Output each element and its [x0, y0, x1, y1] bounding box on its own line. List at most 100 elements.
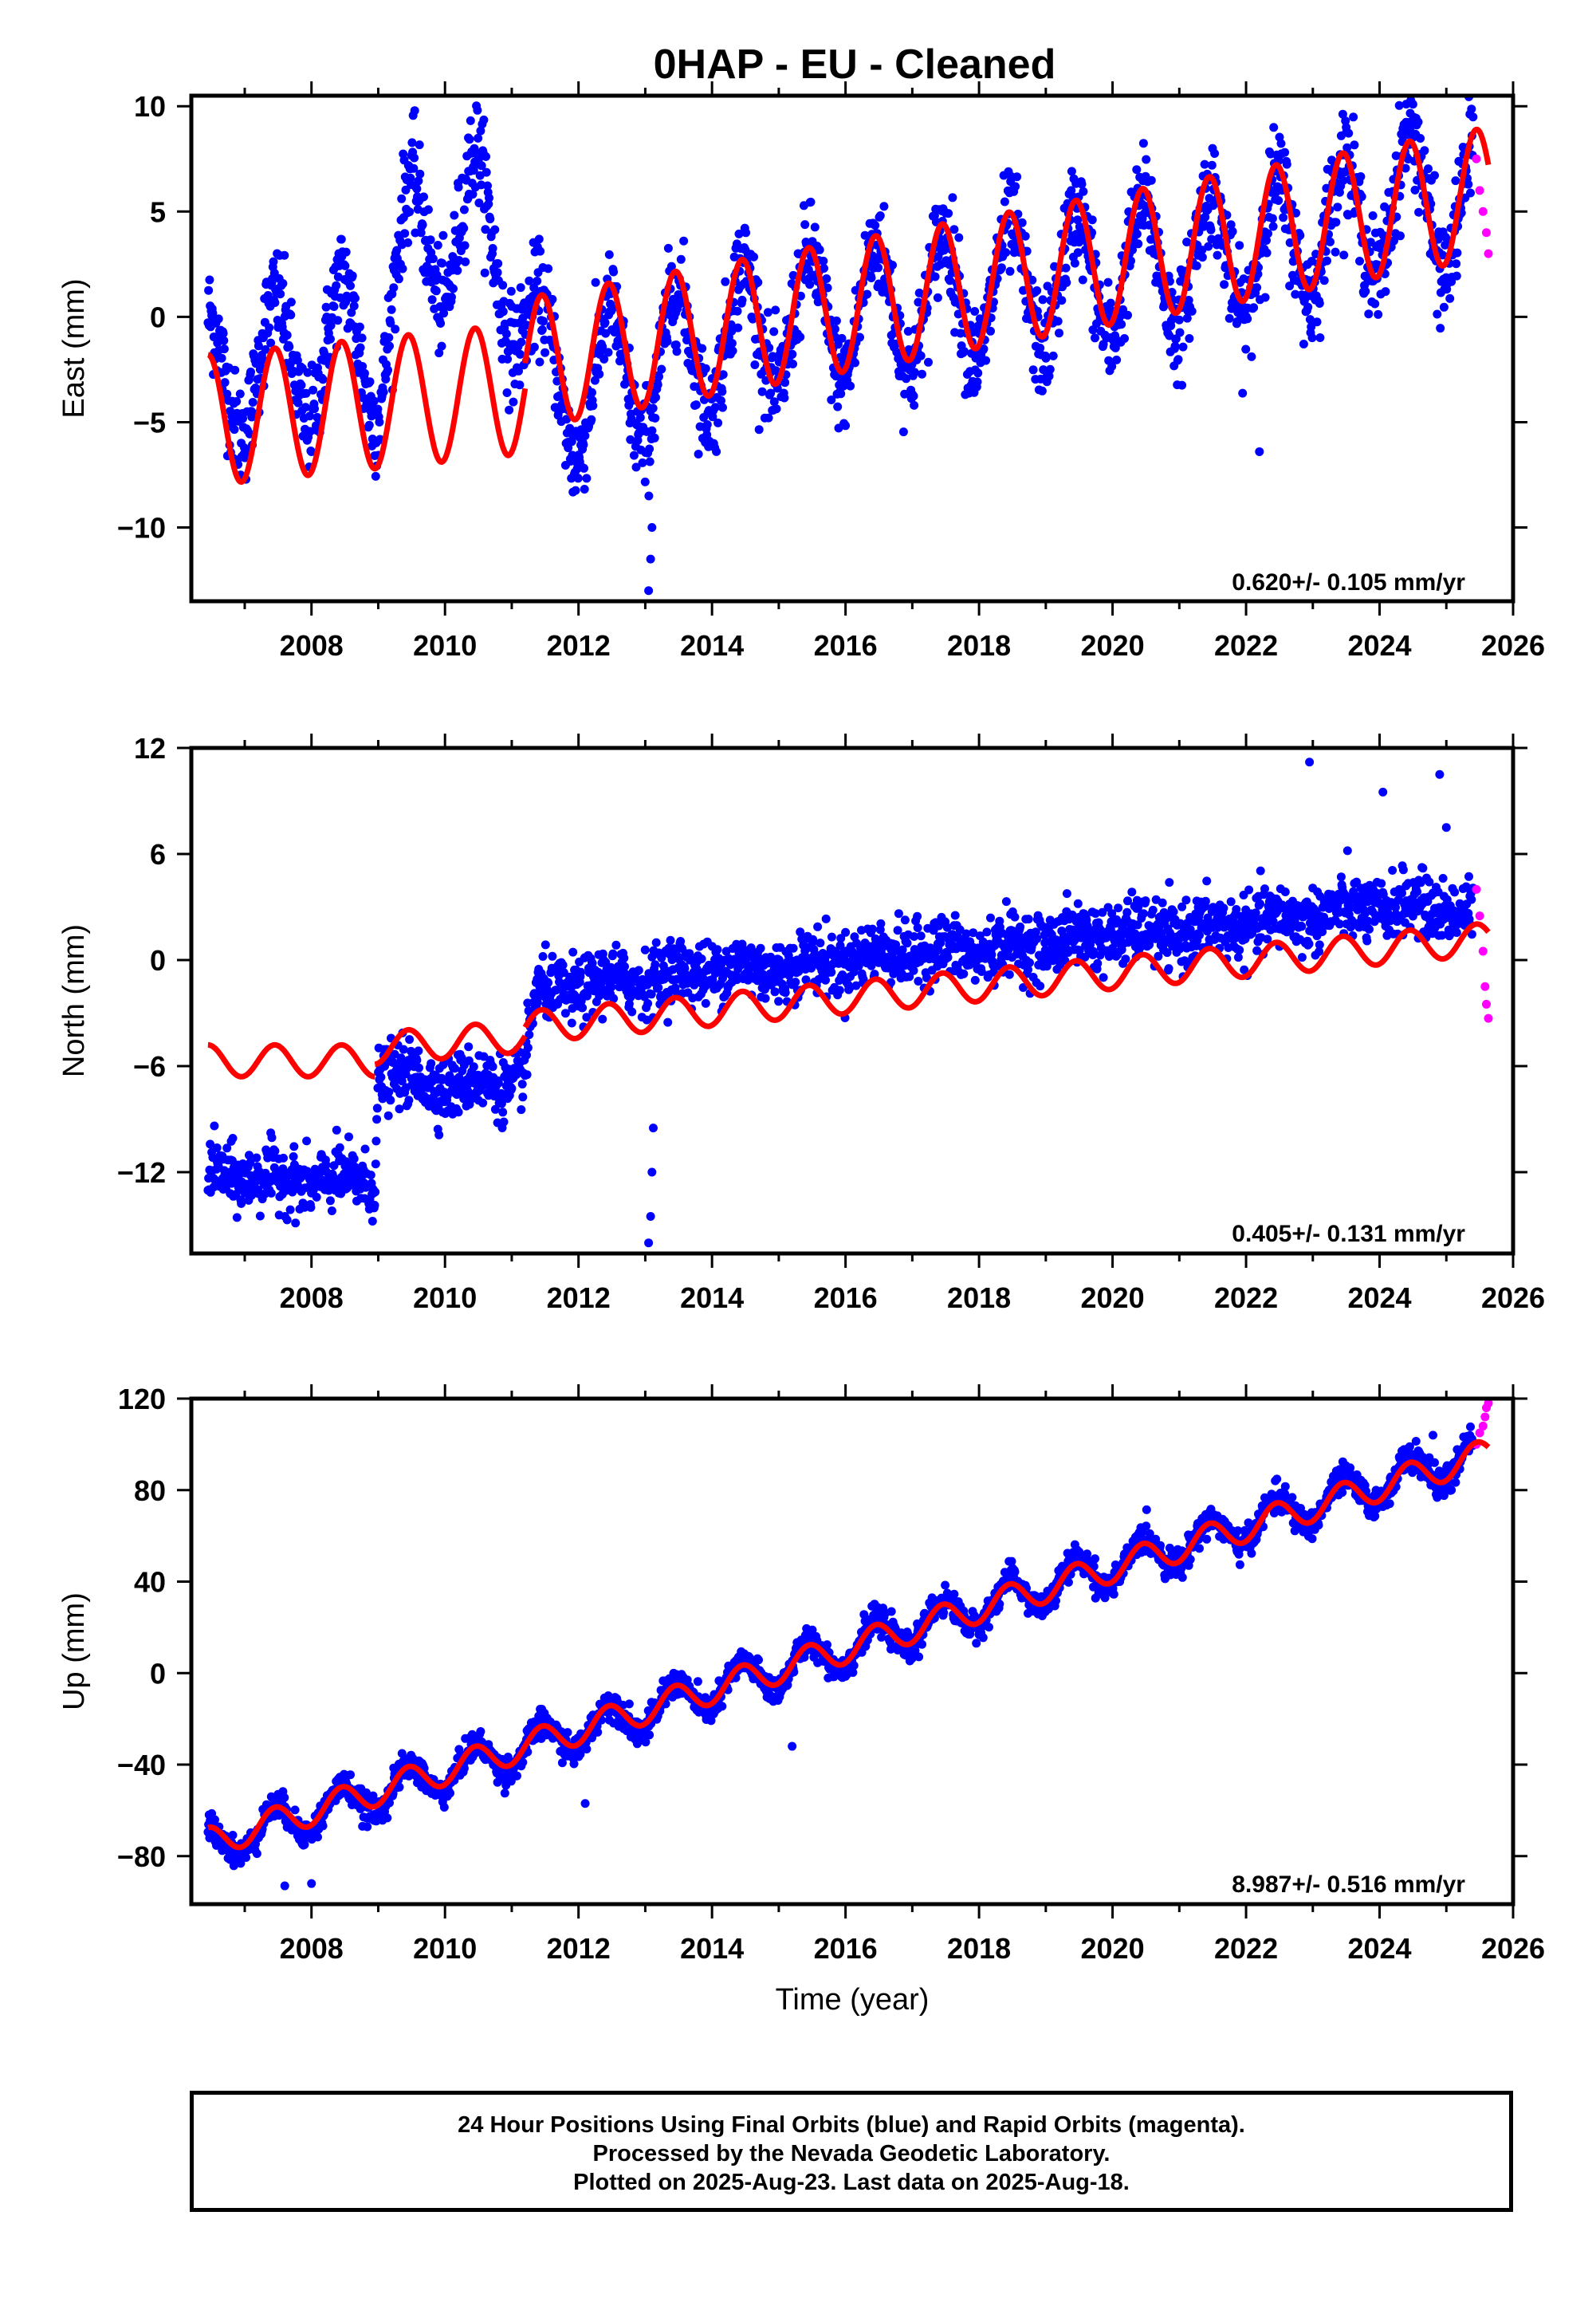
north-final-point	[1244, 885, 1254, 895]
up-final-point	[228, 1831, 238, 1840]
north-final-point	[1297, 953, 1307, 962]
north-final-point	[634, 966, 643, 975]
north-final-point	[498, 1108, 508, 1117]
north-final-point	[1256, 899, 1264, 908]
east-final-point	[418, 220, 427, 230]
north-final-point	[987, 950, 997, 959]
north-final-point	[1024, 965, 1032, 974]
east-final-point	[1307, 333, 1317, 343]
east-final-point	[426, 235, 435, 245]
east-final-point	[493, 268, 502, 277]
east-final-point	[1291, 208, 1300, 218]
east-final-point	[1349, 112, 1358, 122]
north-ticks: 2008 2010 2012 2014 2016 2018 2020 2022 2024 2026…	[117, 732, 1545, 1314]
east-final-point	[218, 329, 228, 338]
east-final-point	[580, 463, 588, 473]
north-final-point	[325, 1196, 335, 1206]
north-rapid-point	[1472, 884, 1481, 894]
east-final-point	[851, 358, 859, 368]
east-final-point	[712, 447, 721, 456]
north-final-point	[1185, 925, 1195, 935]
north-final-point	[1467, 895, 1476, 904]
north-final-point	[807, 963, 816, 973]
east-final-point	[1338, 109, 1347, 119]
north-final-point	[412, 1056, 422, 1065]
east-x-tick-label: 2016	[814, 629, 878, 662]
north-final-point	[969, 928, 978, 938]
east-final-point	[1420, 146, 1429, 155]
east-final-point	[1468, 112, 1478, 122]
east-final-point	[385, 341, 394, 351]
east-final-point	[1341, 116, 1350, 126]
north-final-point	[490, 1104, 500, 1114]
north-final-point	[1089, 946, 1098, 956]
north-final-point	[1177, 902, 1187, 911]
north-final-point	[237, 1198, 246, 1208]
north-final-point	[1413, 887, 1422, 896]
east-final-point	[1401, 163, 1410, 173]
east-final-point	[477, 161, 486, 171]
east-final-point	[1249, 303, 1259, 313]
east-final-point	[1403, 78, 1412, 87]
north-final-point	[1388, 866, 1397, 875]
east-final-point	[1370, 299, 1380, 309]
north-final-point	[370, 1201, 379, 1210]
north-rapid-point	[1475, 911, 1484, 921]
north-model-line	[206, 1041, 377, 1080]
north-final-point	[647, 1167, 657, 1177]
north-final-point	[285, 1205, 295, 1214]
east-final-point	[914, 297, 923, 307]
north-final-point	[548, 951, 557, 961]
north-final-point	[1025, 958, 1034, 967]
north-final-point	[321, 1160, 331, 1170]
east-y-tick-label: 0	[150, 301, 166, 333]
north-x-tick-label: 2024	[1347, 1281, 1411, 1314]
east-final-point	[954, 233, 964, 242]
east-final-point	[1079, 187, 1088, 196]
east-final-point	[646, 554, 655, 564]
north-final-point	[1464, 872, 1473, 881]
east-final-point	[819, 256, 828, 266]
east-final-point	[1269, 123, 1279, 132]
east-final-point	[1274, 196, 1283, 205]
north-final-point	[1031, 927, 1040, 937]
east-final-point	[536, 246, 545, 256]
east-final-point	[1451, 176, 1460, 186]
east-final-point	[1028, 365, 1038, 375]
east-final-point	[1207, 234, 1217, 244]
east-final-point	[827, 396, 836, 404]
east-final-point	[265, 323, 274, 333]
east-final-point	[1106, 298, 1115, 308]
up-final-point	[252, 1849, 261, 1859]
east-final-point	[438, 258, 447, 268]
north-final-point	[1121, 954, 1130, 964]
east-final-point	[403, 238, 413, 247]
east-final-point	[423, 205, 433, 214]
east-final-point	[501, 329, 511, 339]
east-final-point	[517, 337, 526, 347]
east-final-point	[796, 291, 805, 301]
figure-title: 0HAP - EU - Cleaned	[654, 41, 1056, 88]
east-final-point	[406, 173, 415, 183]
east-final-point	[356, 343, 365, 352]
east-final-point	[1307, 322, 1316, 332]
north-final-point	[959, 969, 969, 978]
east-final-point	[1350, 140, 1359, 150]
north-y-tick-label: 0	[150, 944, 166, 977]
north-final-point	[624, 999, 634, 1009]
east-final-point	[1305, 315, 1315, 325]
east-final-point	[1017, 218, 1027, 227]
east-final-point	[900, 389, 910, 399]
east-final-point	[278, 279, 288, 288]
north-final-point	[1062, 889, 1071, 899]
east-final-point	[590, 376, 599, 385]
east-final-point	[1078, 275, 1087, 285]
north-final-point	[335, 1143, 344, 1152]
east-final-point	[815, 245, 824, 254]
east-final-point	[1288, 257, 1298, 266]
north-final-point	[672, 974, 682, 984]
east-final-point	[525, 276, 534, 285]
north-final-point	[943, 953, 953, 962]
east-rapid-point	[1484, 249, 1493, 258]
east-final-point	[898, 427, 908, 437]
